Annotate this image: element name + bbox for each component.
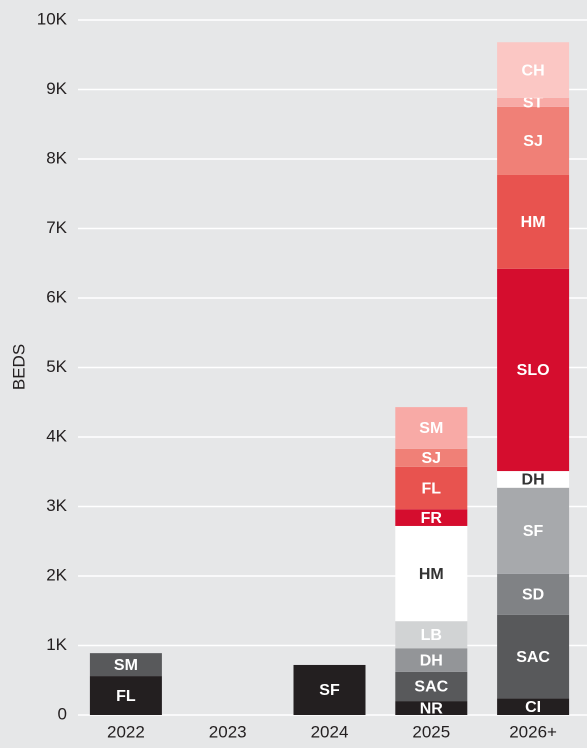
segment-label: SJ <box>422 450 442 467</box>
segment-label: FR <box>421 510 443 527</box>
segment-label: FL <box>422 480 442 497</box>
y-tick-label: 6K <box>46 287 67 306</box>
y-tick-label: 10K <box>37 9 68 28</box>
bar-segment <box>395 407 468 449</box>
segment-label: DH <box>522 472 545 489</box>
y-axis-label: BEDS <box>9 344 28 390</box>
segment-label: FL <box>116 688 136 705</box>
bar-segment <box>395 525 468 622</box>
bar-segment <box>497 268 570 472</box>
bar-segment <box>395 648 468 672</box>
y-tick-label: 4K <box>46 426 67 445</box>
segment-label: SLO <box>517 362 550 379</box>
bar-segment <box>395 671 468 702</box>
y-tick-label: 8K <box>46 148 67 167</box>
segment-label: SAC <box>516 649 550 666</box>
bar-segment <box>395 466 468 510</box>
segment-label: NR <box>420 700 444 717</box>
y-tick-label: 9K <box>46 79 67 98</box>
bar-segment <box>497 573 570 615</box>
y-tick-label: 5K <box>46 357 67 376</box>
y-tick-label: 0 <box>58 704 67 723</box>
segment-label: CI <box>525 699 541 716</box>
bar-segment <box>395 448 468 467</box>
bar-segment <box>497 471 570 488</box>
bar-segment <box>89 653 162 677</box>
segment-label: SM <box>419 420 443 437</box>
bar-segment <box>395 509 468 526</box>
segment-label: SAC <box>414 679 448 696</box>
bar-segment <box>497 106 570 175</box>
bar-segment <box>395 701 468 715</box>
segment-label: SF <box>523 523 544 540</box>
x-tick-label: 2022 <box>107 722 145 741</box>
segment-label: HM <box>419 566 444 583</box>
segment-label: SJ <box>523 133 543 150</box>
segment-label: DH <box>420 652 443 669</box>
x-tick-label: 2023 <box>209 722 247 741</box>
y-tick-label: 1K <box>46 635 67 654</box>
segment-label: SF <box>319 682 340 699</box>
bar-segment <box>497 614 570 699</box>
segment-label: SM <box>114 657 138 674</box>
y-tick-label: 3K <box>46 496 67 515</box>
segment-label: CH <box>522 62 545 79</box>
y-tick-label: 7K <box>46 218 67 237</box>
y-tick-label: 2K <box>46 565 67 584</box>
bar-segment <box>497 487 570 574</box>
segment-label: ST <box>523 95 544 112</box>
bar-segment <box>497 97 570 107</box>
bar-segment <box>293 664 366 715</box>
bar-segment <box>497 42 570 98</box>
bar-segment <box>497 174 570 269</box>
segment-label: SD <box>522 587 544 604</box>
x-tick-label: 2026+ <box>509 722 557 741</box>
segment-label: LB <box>421 627 442 644</box>
x-tick-label: 2024 <box>311 722 349 741</box>
bar-segment <box>89 676 162 715</box>
segment-label: HM <box>521 214 546 231</box>
bar-segment <box>497 698 570 715</box>
x-tick-label: 2025 <box>412 722 450 741</box>
bar-segment <box>395 621 468 649</box>
